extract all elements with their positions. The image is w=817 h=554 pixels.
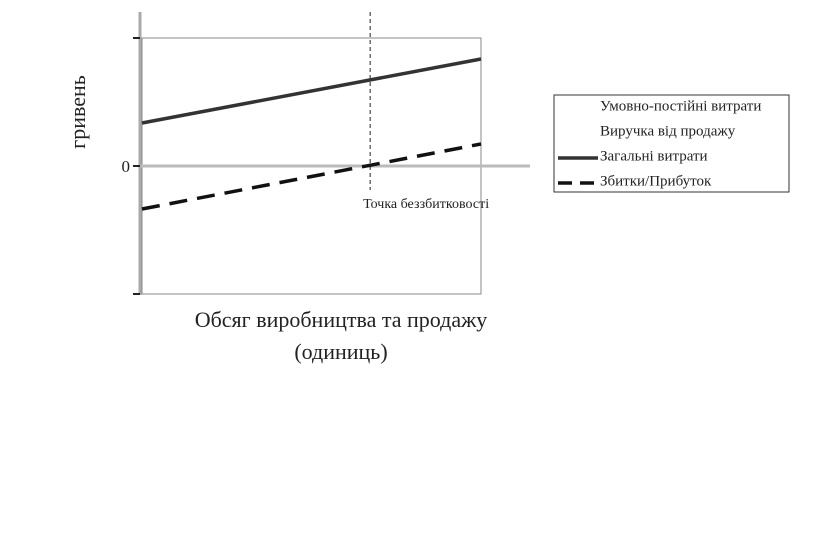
x-axis-label: Обсяг виробництва та продажу bbox=[195, 307, 488, 332]
legend-label: Загальні витрати bbox=[600, 148, 708, 164]
legend-label: Умовно-постійні витрати bbox=[600, 98, 761, 114]
x-axis-label: (одиниць) bbox=[294, 339, 387, 364]
legend-label: Виручка від продажу bbox=[600, 123, 736, 139]
annotation: Точка беззбитковості bbox=[363, 197, 489, 212]
legend-box bbox=[553, 94, 790, 193]
y-tick-label: 0 bbox=[122, 157, 131, 176]
series-line bbox=[141, 57, 482, 125]
y-axis-label: гривень bbox=[65, 75, 90, 149]
series-line bbox=[141, 142, 482, 211]
legend-label: Збитки/Прибуток bbox=[600, 173, 712, 189]
